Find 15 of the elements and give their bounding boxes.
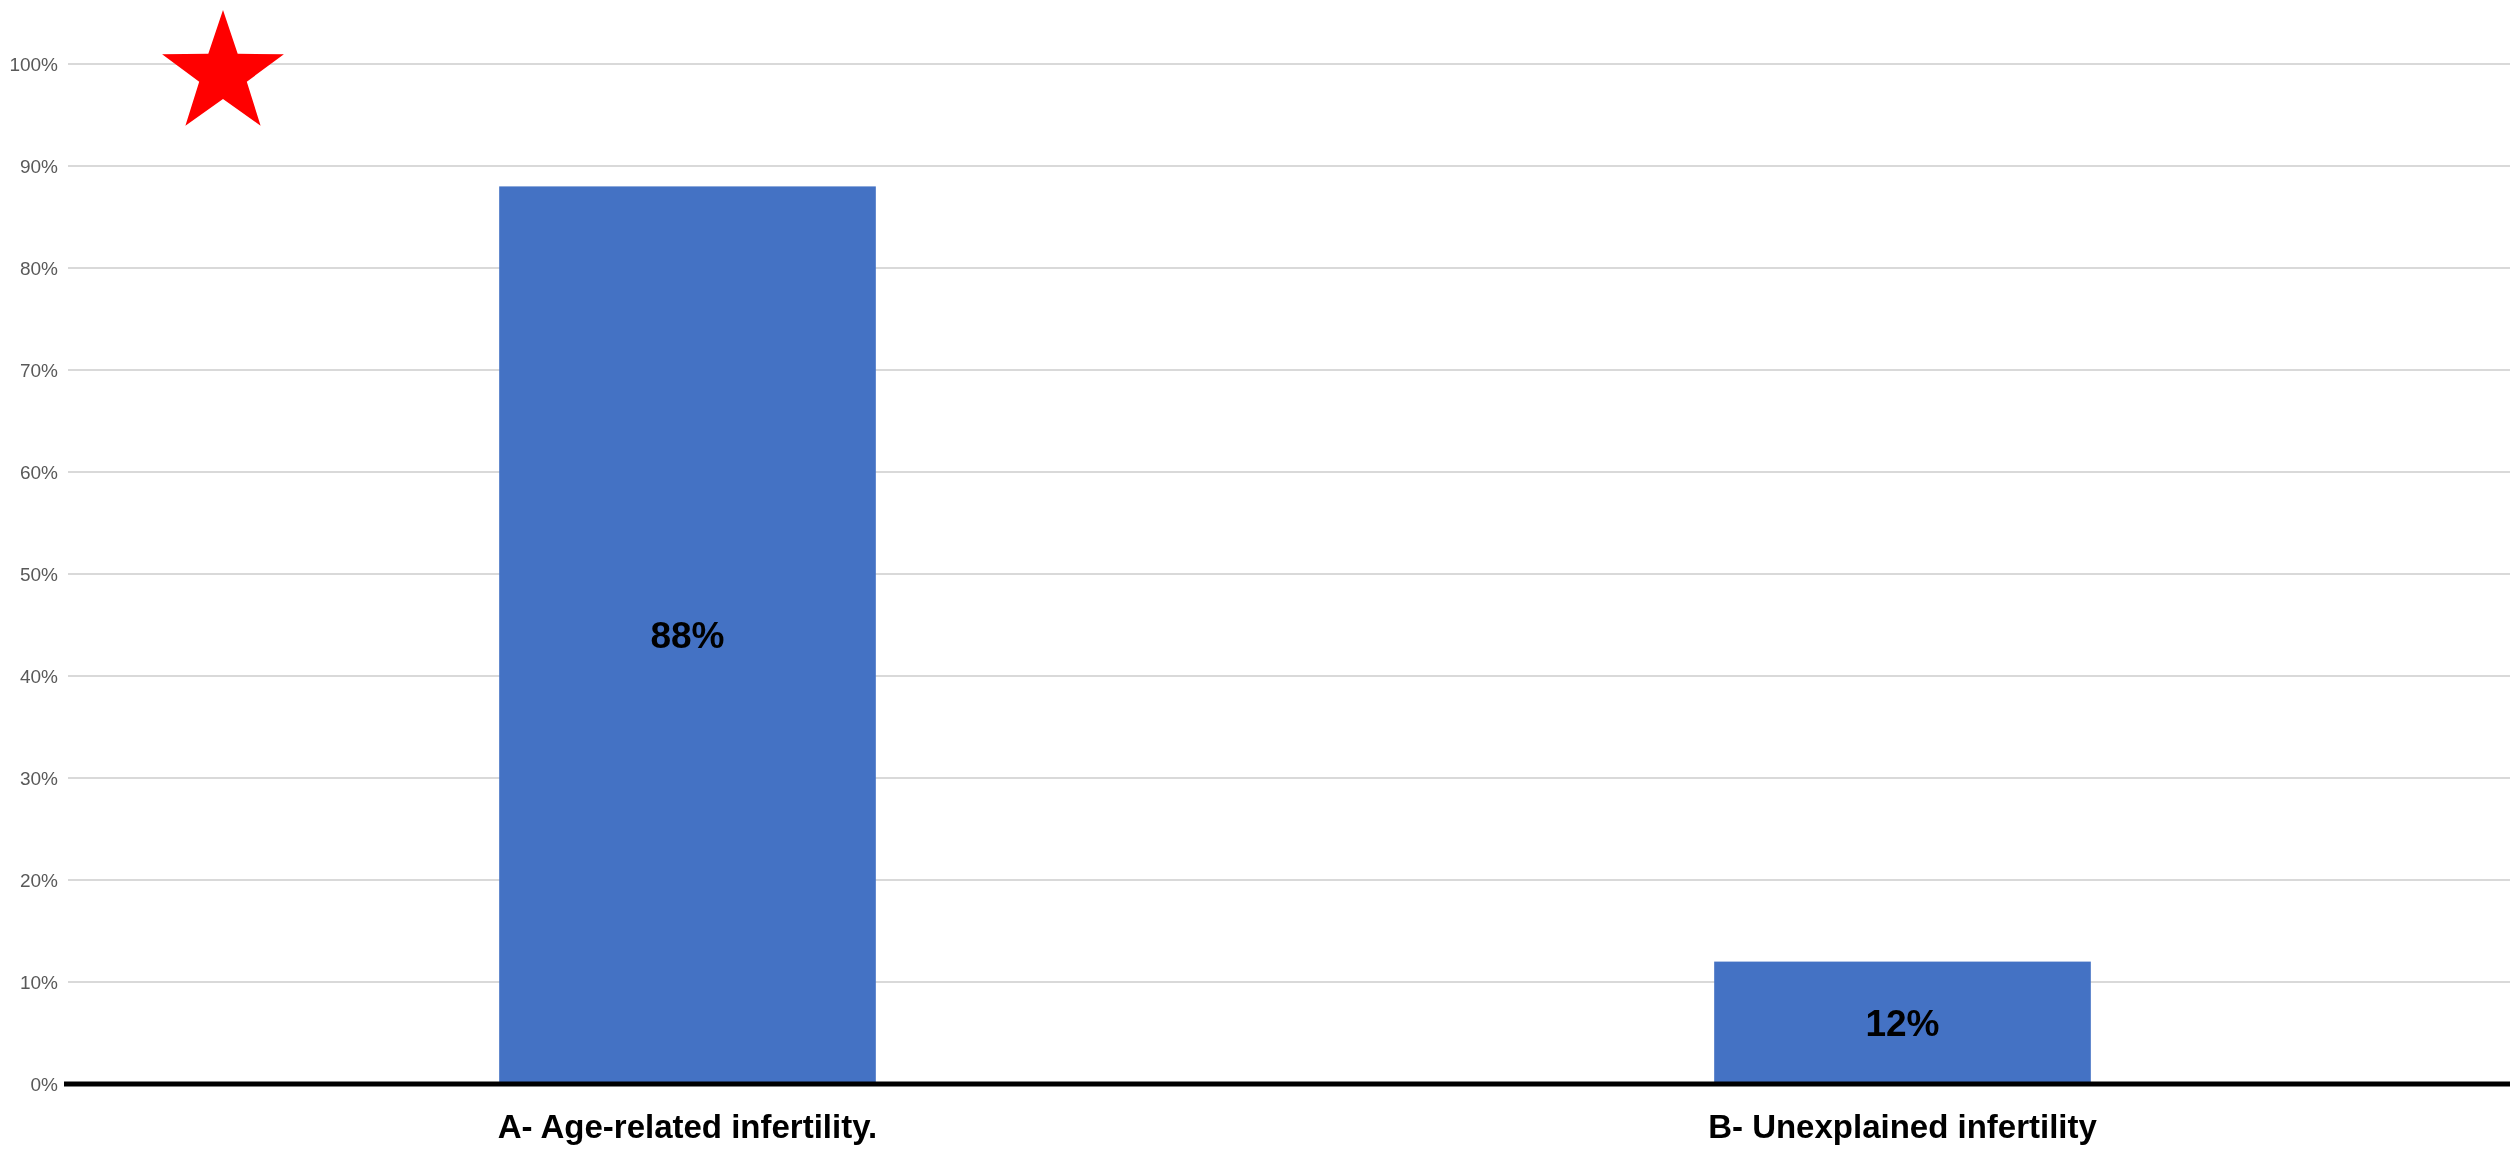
y-tick-label: 50%: [19, 563, 59, 585]
y-tick-label: 60%: [19, 461, 59, 483]
y-tick-label: 20%: [19, 869, 59, 891]
y-tick-label: 40%: [19, 665, 59, 687]
y-tick-label: 10%: [19, 971, 59, 993]
y-tick-label: 70%: [19, 359, 59, 381]
data-label: 12%: [1865, 1002, 1940, 1044]
y-tick-label: 100%: [9, 53, 59, 75]
y-tick-label: 30%: [19, 767, 59, 789]
y-tick-label: 0%: [30, 1073, 59, 1095]
x-tick-label: A- Age-related infertility.: [497, 1108, 878, 1145]
data-label: 88%: [650, 615, 725, 657]
x-tick-label: B- Unexplained infertility: [1708, 1108, 2098, 1145]
y-tick-label: 80%: [19, 257, 59, 279]
y-tick-label: 90%: [19, 155, 59, 177]
